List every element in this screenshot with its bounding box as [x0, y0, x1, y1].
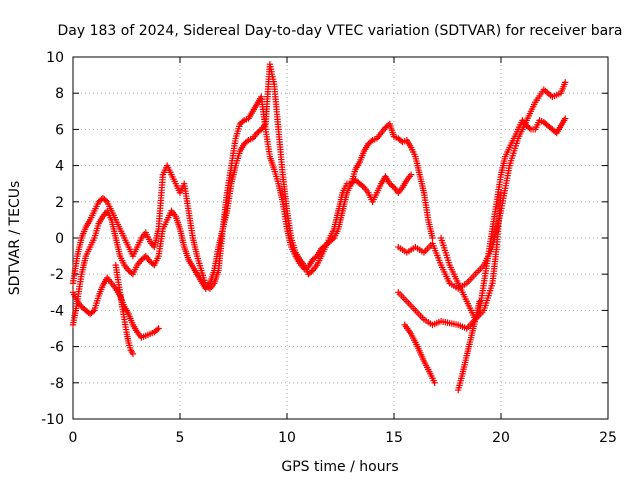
data-point — [308, 268, 315, 275]
data-point — [429, 234, 436, 242]
data-point — [526, 124, 533, 132]
y-tick-label: -4 — [50, 303, 64, 319]
data-point — [141, 254, 148, 261]
data-point — [359, 182, 366, 190]
data-point — [367, 138, 375, 145]
y-tick-label: -8 — [50, 376, 64, 392]
data-point — [497, 189, 505, 196]
y-tick-label: 0 — [55, 231, 64, 247]
series-trace-8 — [437, 189, 505, 323]
data-point — [389, 182, 396, 190]
y-tick-label: -10 — [41, 412, 64, 428]
x-tick-label: 10 — [278, 430, 296, 446]
data-point — [89, 308, 97, 315]
data-point — [407, 171, 415, 178]
data-point — [239, 118, 246, 125]
series-trace-2 — [69, 61, 415, 329]
axis-ticks: 0 5 10 15 20 25 -10 -8 -6 -4 -2 0 2 4 6 8 10 — [41, 50, 617, 446]
data-point — [155, 325, 162, 332]
data-point — [153, 326, 161, 333]
x-axis-title: GPS time / hours — [281, 459, 398, 475]
x-tick-label: 0 — [69, 430, 78, 446]
data-point — [256, 127, 264, 134]
y-tick-label: -6 — [50, 340, 64, 356]
y-tick-label: 2 — [55, 195, 64, 211]
series-trace-3 — [69, 274, 162, 341]
data-point — [562, 115, 569, 122]
data-marks — [69, 61, 569, 394]
series-trace-9 — [455, 298, 483, 394]
chart-title: Day 183 of 2024, Sidereal Day-to-day VTE… — [57, 23, 622, 39]
x-tick-label: 20 — [492, 430, 510, 446]
series-trace-7 — [401, 321, 438, 386]
data-point — [129, 350, 137, 358]
series-trace-4 — [112, 261, 137, 358]
y-tick-label: 8 — [55, 86, 64, 102]
data-point — [102, 197, 110, 204]
data-point — [476, 298, 483, 305]
y-tick-label: 10 — [46, 50, 64, 66]
data-point — [562, 79, 569, 86]
y-tick-label: 6 — [55, 122, 64, 138]
data-point — [431, 379, 438, 386]
data-point — [329, 236, 336, 243]
x-tick-label: 5 — [176, 430, 185, 446]
data-point — [243, 138, 251, 145]
y-tick-label: 4 — [55, 159, 64, 175]
y-axis-title: SDTVAR / TECUs — [7, 181, 23, 296]
x-tick-label: 15 — [385, 430, 403, 446]
y-tick-label: -2 — [50, 267, 64, 283]
x-tick-label: 25 — [599, 430, 617, 446]
